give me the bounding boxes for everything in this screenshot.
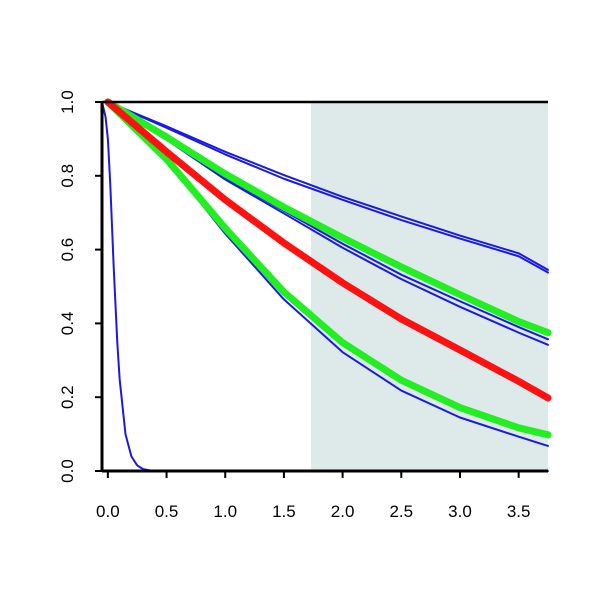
- series-line-7: [104, 98, 552, 337]
- series-line-1: [106, 101, 549, 271]
- x-tick-label: 2.5: [389, 502, 413, 521]
- x-tick-label: 1.0: [213, 502, 237, 521]
- series-line-8: [104, 98, 552, 439]
- x-tick-label: 3.0: [448, 502, 472, 521]
- x-tick-label: 2.0: [331, 502, 355, 521]
- y-tick-label: 1.0: [58, 90, 77, 114]
- x-tick-label: 1.5: [272, 502, 296, 521]
- y-tick-label: 0.2: [58, 385, 77, 409]
- plot-area: [101, 98, 552, 472]
- x-tick-label: 0.5: [155, 502, 179, 521]
- series-line-2: [106, 101, 549, 274]
- y-tick-label: 0.8: [58, 164, 77, 188]
- y-tick-label: 0.4: [58, 312, 77, 336]
- series-line-9: [104, 98, 552, 402]
- y-tick-label: 0.6: [58, 238, 77, 262]
- axes: 0.0 0.2 0.4 0.6 0.8 1.0 0.0 0.5 1.0 1.5 2.0 2.5 3.0 3…: [58, 90, 548, 521]
- y-tick-label: 0.0: [58, 459, 77, 483]
- x-tick-label: 3.5: [507, 502, 531, 521]
- x-tick-label: 0.0: [96, 502, 120, 521]
